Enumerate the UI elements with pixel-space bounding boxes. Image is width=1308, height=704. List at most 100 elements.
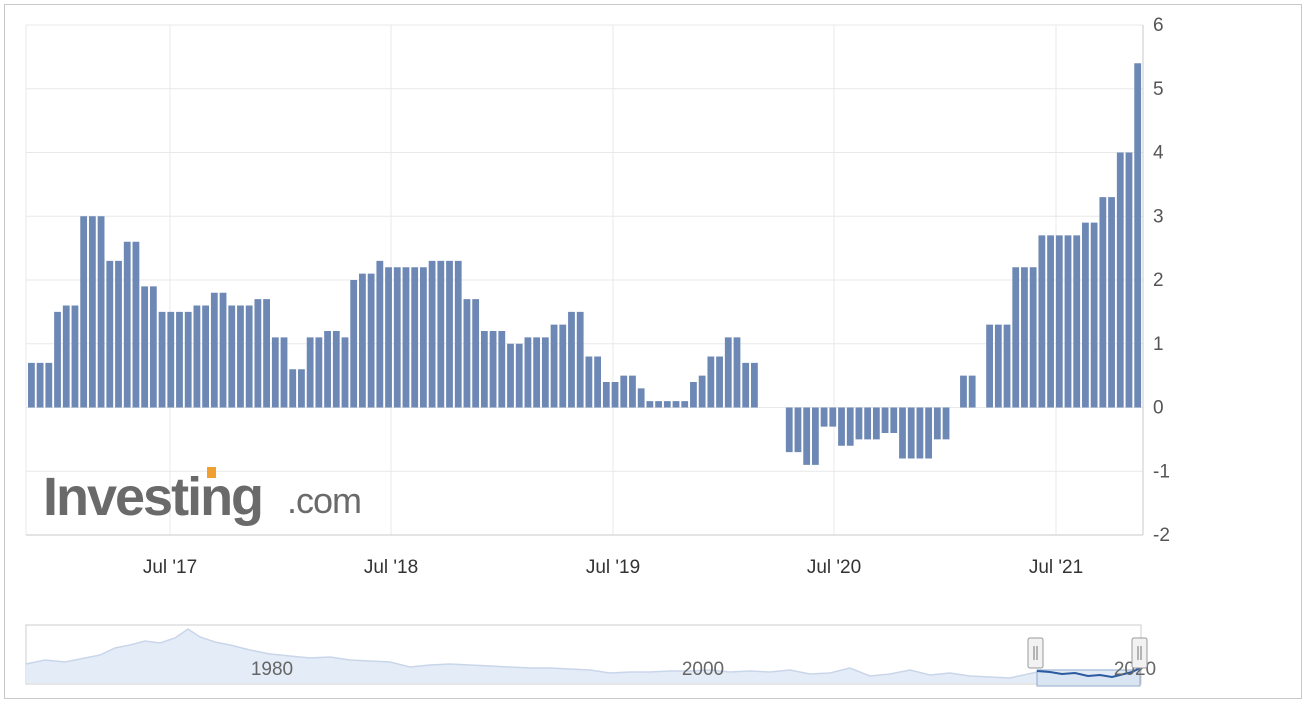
bar [611,382,619,408]
bar [690,382,697,408]
bar [594,356,602,408]
bar [193,305,201,408]
bar [907,407,915,459]
bar [1047,235,1054,408]
x-tick-label: Jul '20 [807,557,861,578]
bar [742,362,750,408]
bar [846,407,854,446]
bar [472,299,480,408]
bar [568,311,575,408]
bar [637,388,645,408]
bar [176,311,183,408]
bar [916,407,924,459]
bar [376,260,384,408]
bar [1082,222,1089,408]
bar [298,369,305,408]
navigator-left-handle[interactable] [1027,637,1044,669]
bar [864,407,872,440]
bar [1125,152,1133,408]
bar [855,407,863,440]
bar [716,356,723,408]
bar [1003,324,1011,408]
bar [698,375,706,408]
y-tick-label: 1 [1153,334,1164,355]
y-axis: 6 5 4 3 2 1 0 -1 -2 [1142,15,1170,546]
bar [1099,197,1107,408]
bar [829,407,837,427]
bar [672,401,680,408]
bar [280,337,288,408]
bar [367,273,375,408]
bar [167,311,175,408]
bar [237,305,244,408]
bar [332,331,340,408]
bar [489,331,497,408]
bar [141,286,149,408]
bar [289,369,297,408]
bar [515,343,523,408]
bar [655,401,662,408]
bar [324,331,331,408]
bar [393,267,401,408]
bar [1055,235,1063,408]
bar [463,299,471,408]
bar [36,362,44,408]
bar [446,260,453,408]
y-tick-label: 5 [1153,79,1164,100]
bar [210,292,218,408]
bar [1038,235,1046,408]
bar [629,375,636,408]
bar [97,216,105,408]
bar [811,407,819,465]
bar [1108,197,1115,408]
bar [106,260,114,408]
bar [271,337,279,408]
navigator-year-label: 2000 [682,659,724,680]
bar [994,324,1002,408]
x-axis: Jul '17 Jul '18 Jul '19 Jul '20 Jul '21 [26,534,1143,578]
bar [45,362,53,408]
x-tick-label: Jul '19 [586,557,640,578]
bar [254,299,262,408]
logo-domain: .com [287,480,361,521]
bar [820,407,828,427]
bar [454,260,462,408]
bar [576,311,584,408]
bar [228,305,236,408]
navigator[interactable]: 1980 2000 2020 [25,624,1156,687]
bar [411,267,419,408]
bar [838,407,845,446]
bar [925,407,933,459]
navigator-right-handle[interactable] [1131,637,1148,669]
bar [1012,267,1020,408]
bar [1021,267,1028,408]
y-tick-label: 0 [1153,398,1164,419]
navigator-year-label: 1980 [251,659,293,680]
bar [881,407,889,433]
x-tick-label: Jul '18 [364,557,418,578]
y-tick-label: 6 [1153,15,1164,36]
bar [306,337,314,408]
bar [263,299,270,408]
bar [350,280,358,408]
bar [498,331,506,408]
bar [385,267,392,408]
bar [419,267,427,408]
bar-series [28,63,1142,465]
bar [942,407,950,440]
y-tick-label: -1 [1153,461,1170,482]
bar [28,362,35,408]
y-tick-label: 2 [1153,270,1164,291]
bar [245,305,253,408]
navigator-series-area [26,629,1140,683]
bar [559,324,567,408]
bar [507,343,514,408]
bar [541,337,549,408]
bar [341,337,349,408]
bar [54,311,61,408]
bar [968,375,976,408]
bar [402,267,410,408]
bar [585,356,593,408]
